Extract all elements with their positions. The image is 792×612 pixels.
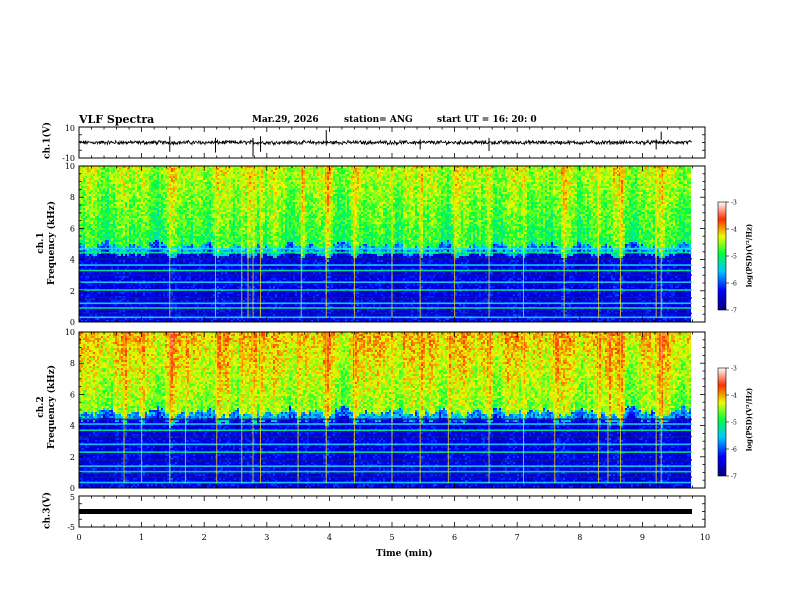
- x-tick-label: 8: [577, 533, 582, 542]
- ch2-spectrogram-ylabel: ch.2 Frequency (kHz): [36, 362, 58, 452]
- y-tick-label: 10: [65, 162, 75, 171]
- ch1-spectrogram-colorbar: [717, 201, 727, 311]
- x-tick-label: 10: [700, 533, 710, 542]
- y-tick-label: 4: [70, 256, 75, 265]
- colorbar-tick-label: -4: [731, 227, 737, 234]
- colorbar-tick-label: -7: [731, 474, 737, 481]
- y-tick-label: 0: [70, 318, 75, 327]
- x-tick-label: 6: [452, 533, 457, 542]
- x-tick-label: 5: [389, 533, 394, 542]
- ch2-colorbar-label: log(PSD)(V²/Hz): [745, 375, 754, 465]
- ch2-spectrogram-xticks: [78, 332, 706, 488]
- y-tick-label: 2: [70, 287, 75, 296]
- ch2-spectrogram-band: [79, 443, 692, 446]
- ch1-spectrogram-band: [79, 264, 692, 266]
- ch3-waveform-ylabel: ch.3(V): [43, 491, 53, 531]
- colorbar-tick-label: -4: [731, 393, 737, 400]
- x-tick-label: 9: [640, 533, 645, 542]
- ch1-spectrogram-band: [79, 297, 692, 299]
- start-time-label: start UT = 16: 20: 0: [437, 116, 537, 125]
- ch1-spectrogram-yticks: 0 2 4 6 8 10: [65, 162, 705, 327]
- ch2-spectrogram-band: [79, 451, 692, 453]
- y-tick-label: 10: [65, 124, 75, 133]
- ch2-spectrogram-band: [79, 423, 692, 425]
- x-tick-label: 2: [202, 533, 207, 542]
- ch2-spectrogram-colorbar: [717, 367, 727, 477]
- ch2-spectrogram-band: [79, 435, 692, 438]
- ch3-waveform-trace: [79, 509, 692, 514]
- colorbar-tick-label: -3: [731, 366, 737, 373]
- ch2-spectrogram-band: [79, 476, 692, 478]
- ch1-spectrogram-band: [79, 251, 692, 254]
- ch2-spectrogram-band: [79, 418, 692, 421]
- ch1-spectrogram-band: [79, 307, 692, 309]
- y-tick-label: 8: [70, 359, 75, 368]
- ch1-spectrogram-ylabel: ch.1 Frequency (kHz): [36, 198, 58, 288]
- ch1-spectrogram-band: [79, 289, 692, 291]
- x-tick-label: 1: [139, 533, 144, 542]
- ch1-spectrogram-band: [79, 281, 692, 284]
- ch2-spectrogram-band: [79, 459, 692, 461]
- colorbar-tick-label: -6: [731, 281, 737, 288]
- ch1-waveform-trace: [78, 138, 693, 147]
- station-label: station= ANG: [344, 116, 413, 125]
- ch2-spectrogram-band: [79, 429, 692, 432]
- y-tick-label: 2: [70, 453, 75, 462]
- y-tick-label: 10: [65, 328, 75, 337]
- x-tick-label: 3: [264, 533, 269, 542]
- colorbar-tick-label: -3: [731, 200, 737, 207]
- ch2-spectrogram-band: [79, 470, 692, 473]
- colorbar-tick-label: -7: [731, 308, 737, 315]
- ch1-waveform-xticks: [78, 127, 706, 158]
- y-tick-label: -5: [67, 523, 75, 532]
- y-tick-label: -10: [62, 154, 75, 163]
- ch1-spectrogram-band: [79, 312, 692, 315]
- colorbar-tick-label: -6: [731, 447, 737, 454]
- y-tick-label: 6: [70, 390, 75, 399]
- ch1-waveform-ylabel: ch.1(V): [43, 121, 53, 161]
- ch1-spectrogram-xticks: [78, 166, 706, 322]
- y-tick-label: 4: [70, 422, 75, 431]
- y-tick-label: 6: [70, 224, 75, 233]
- y-tick-label: 8: [70, 193, 75, 202]
- colorbar-tick-label: -5: [731, 254, 737, 261]
- ch1-spectrogram-band: [79, 302, 692, 305]
- ch2-spectrogram-band: [79, 465, 692, 467]
- x-tick-label: 7: [515, 533, 520, 542]
- x-axis-label: Time (min): [376, 550, 433, 559]
- ch1-colorbar-label: log(PSD)(V²/Hz): [745, 211, 754, 301]
- x-tick-label: 0: [76, 533, 81, 542]
- figure-title: VLF Spectra: [79, 114, 154, 125]
- ch1-spectrogram-band: [79, 316, 692, 319]
- ch1-spectrogram-band: [79, 258, 692, 260]
- ch2-spectrogram-image: [79, 332, 691, 488]
- y-tick-label: 0: [70, 484, 75, 493]
- ch1-spectrogram-band: [79, 269, 692, 272]
- ch3-waveform-xticks: 0 1 2 3 4 5 6 7 8 9 10: [76, 496, 710, 542]
- date-label: Mar.29, 2026: [252, 116, 319, 125]
- ch1-spectrogram-band: [79, 247, 692, 250]
- y-tick-label: 5: [70, 493, 75, 502]
- ch2-spectrogram-band: [79, 481, 692, 484]
- ch1-spectrogram-band: [79, 274, 692, 276]
- colorbar-tick-label: -5: [731, 420, 737, 427]
- x-tick-label: 4: [327, 533, 332, 542]
